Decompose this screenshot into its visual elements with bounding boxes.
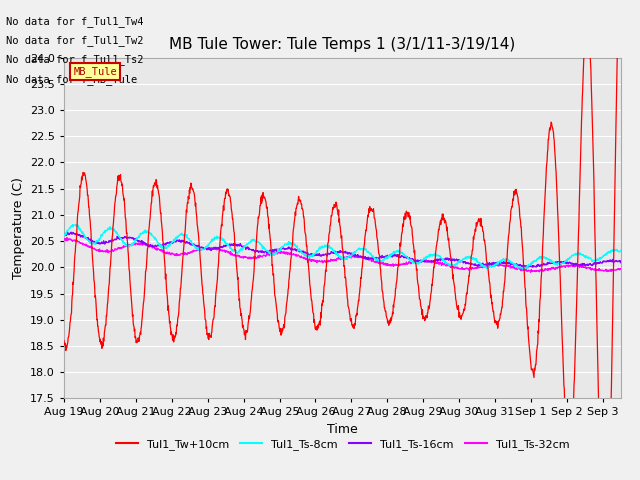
- Text: No data for f_MB_Tule: No data for f_MB_Tule: [6, 73, 138, 84]
- Text: No data for f_Tul1_Tw2: No data for f_Tul1_Tw2: [6, 35, 144, 46]
- Title: MB Tule Tower: Tule Temps 1 (3/1/11-3/19/14): MB Tule Tower: Tule Temps 1 (3/1/11-3/19…: [169, 37, 516, 52]
- Text: No data for f_Tul1_Ts2: No data for f_Tul1_Ts2: [6, 54, 144, 65]
- Text: No data for f_Tul1_Tw4: No data for f_Tul1_Tw4: [6, 16, 144, 27]
- Legend: Tul1_Tw+10cm, Tul1_Ts-8cm, Tul1_Ts-16cm, Tul1_Ts-32cm: Tul1_Tw+10cm, Tul1_Ts-8cm, Tul1_Ts-16cm,…: [111, 434, 573, 454]
- Text: MB_Tule: MB_Tule: [74, 66, 117, 77]
- Y-axis label: Temperature (C): Temperature (C): [12, 177, 24, 279]
- X-axis label: Time: Time: [327, 423, 358, 436]
